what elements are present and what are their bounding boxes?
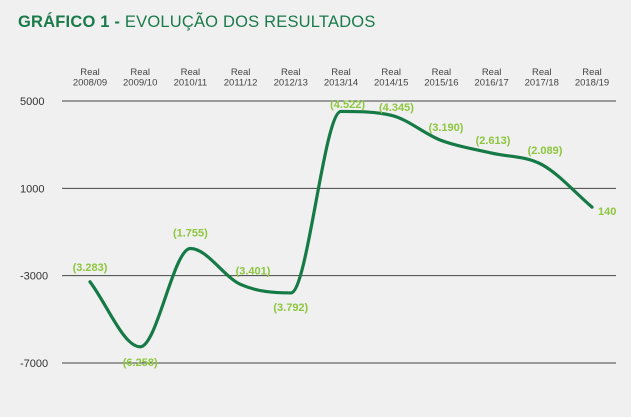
data-point — [88, 280, 92, 284]
data-point — [289, 291, 293, 295]
data-point — [590, 205, 594, 209]
x-tick-label: Real — [331, 67, 351, 78]
x-tick-label: Real — [381, 67, 401, 78]
data-label: (3.792) — [273, 302, 308, 314]
x-tick-label: 2017/18 — [525, 78, 559, 89]
data-label: (1.755) — [173, 227, 208, 239]
data-label: (3.401) — [236, 265, 271, 277]
chart-title-text: EVOLUÇÃO DOS RESULTADOS — [124, 13, 376, 31]
x-tick-label: 2008/09 — [73, 78, 107, 89]
chart-title-prefix: GRÁFICO 1 - — [18, 13, 121, 31]
y-tick-label: -7000 — [20, 358, 48, 370]
y-tick-label: 5000 — [20, 96, 44, 108]
data-point — [239, 282, 243, 286]
data-point — [389, 113, 393, 117]
data-point — [339, 109, 343, 113]
data-point — [138, 345, 142, 349]
x-tick-label: 2014/15 — [374, 78, 408, 89]
data-label: (4.522) — [330, 99, 365, 111]
data-label: 140 — [598, 206, 616, 218]
data-label: (6.258) — [123, 357, 158, 369]
data-label: (2.089) — [528, 145, 563, 157]
x-tick-label: Real — [181, 67, 201, 78]
x-tick-label: Real — [281, 67, 301, 78]
data-label: (3.190) — [429, 122, 464, 134]
x-tick-label: Real — [482, 67, 502, 78]
data-point — [188, 246, 192, 250]
x-tick-label: Real — [231, 67, 251, 78]
x-tick-label: 2012/13 — [274, 78, 308, 89]
x-tick-label: 2016/17 — [474, 78, 508, 89]
x-tick-label: Real — [80, 67, 100, 78]
x-tick-label: Real — [432, 67, 452, 78]
data-label: (4.345) — [379, 102, 414, 114]
data-label: (3.283) — [73, 262, 108, 274]
x-tick-label: 2018/19 — [575, 78, 609, 89]
x-tick-label: 2010/11 — [174, 78, 208, 89]
x-tick-label: 2015/16 — [424, 78, 458, 89]
series-line — [88, 109, 594, 349]
data-point — [439, 139, 443, 143]
x-tick-label: Real — [532, 67, 552, 78]
x-tick-label: Real — [130, 67, 150, 78]
x-tick-label: 2011/12 — [224, 78, 258, 89]
x-tick-label: Real — [582, 67, 602, 78]
chart-title: GRÁFICO 1 - EVOLUÇÃO DOS RESULTADOS — [18, 13, 376, 32]
y-tick-label: 1000 — [20, 183, 44, 195]
data-label: (2.613) — [476, 135, 511, 147]
x-tick-label: 2009/10 — [123, 78, 157, 89]
x-tick-label: 2013/14 — [324, 78, 358, 89]
data-point — [490, 151, 494, 155]
y-tick-label: -3000 — [20, 271, 48, 283]
data-point — [540, 163, 544, 167]
